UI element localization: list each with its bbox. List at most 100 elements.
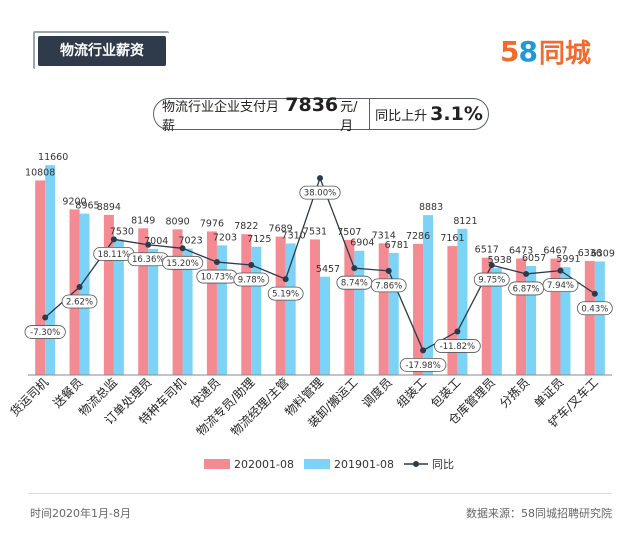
yoy-label-bubble [267,286,304,301]
bar-2020 [413,243,424,375]
yoy-label: 7.94% [547,281,574,291]
legend-label-2020: 202001-08 [234,458,294,471]
legend-swatch-2020 [204,459,230,469]
bar-2019 [457,228,468,375]
logo-58-tongcheng: 5 8 同城 [500,33,591,69]
yoy-label-bubble [61,294,98,309]
legend: 202001-08 201901-08 同比 [204,458,454,471]
category-label: 物流经理/主管 [227,375,291,439]
legend-swatch-2019 [304,459,330,469]
yoy-line-group: -7.30% 2.62% 18.11%16.36% 15.20%10.73% 9.78%… [24,175,613,372]
bar-value-2020: 7531 [303,226,327,237]
bar-value-2019: 7004 [144,236,168,247]
bar-value-2019: 6904 [350,238,374,249]
bar-value-2020: 7689 [269,224,293,235]
bar-value-2019: 7023 [178,236,202,247]
bar-2020 [138,228,149,375]
yoy-label-bubble [233,272,270,287]
bar-2019 [354,250,365,375]
legend-swatch-yoy-dot [413,461,419,467]
bar-value-2019: 7203 [213,232,237,243]
bar-2019 [285,243,296,375]
bar-2019 [79,213,90,375]
bar-2019 [423,215,434,375]
legend-label-2019: 201901-08 [334,458,394,471]
bar-2020 [344,239,355,375]
salary-summary: 物流行业企业支付月薪 7836 元/月 [154,94,369,134]
bar-2019 [526,265,537,375]
yoy-label: 15.20% [166,259,198,269]
bar-value-2020: 6467 [543,246,567,257]
yoy-label: 10.73% [201,273,233,283]
yoy-point [351,265,358,272]
bar-value-2019: 6309 [591,248,615,259]
yoy-point [145,241,152,248]
salary-unit: 元/月 [340,100,358,134]
bar-value-2020: 6336 [578,248,602,259]
bar-2020 [516,258,527,375]
yoy-label: 38.00% [304,189,336,199]
bar-value-2020: 7314 [372,230,396,241]
bar-2019 [45,165,56,375]
bar-value-2019: 11660 [38,152,68,163]
bar-2020 [481,257,492,375]
bar-2020 [241,234,252,375]
footer-time-range: 时间2020年1月-8月 [30,507,131,520]
bar-value-2019: 7530 [110,226,134,237]
bar-value-2019: 5991 [556,254,580,265]
bar-2019 [148,248,159,375]
yoy-point [213,259,220,266]
bar-2019 [251,246,262,375]
bar-value-2020: 6473 [509,245,533,256]
bar-2019 [560,267,571,375]
yoy-point [42,314,49,321]
yoy-point [282,276,289,283]
category-label: 分拣员 [496,375,532,411]
bar-2019 [113,239,124,375]
bar-2019 [491,268,502,375]
yoy-label: -17.98% [405,361,440,371]
yoy-label: 9.78% [238,275,265,285]
bar-2020 [206,231,217,375]
yoy-label-bubble [473,272,510,287]
bar-value-2020: 7286 [406,231,430,242]
yoy-point [385,267,392,274]
yoy-point [454,328,461,335]
footer-divider [28,493,612,494]
summary-pill: 物流行业企业支付月薪 7836 元/月 同比上升 3.1% [153,94,489,134]
bar-value-2020: 6517 [475,245,499,256]
bar-value-2019: 7310 [282,230,306,241]
bar-value-2019: 8121 [453,216,477,227]
yoy-point [591,290,598,297]
bar-2020 [584,260,595,375]
salary-prefix: 物流行业企业支付月薪 [162,100,280,134]
yoy-point [523,270,530,277]
yoy-label-bubble [576,301,613,316]
bar-2020 [275,236,286,375]
yoy-point [76,284,83,291]
salary-value: 7836 [285,94,339,116]
yoy-point [488,262,495,269]
bar-2020 [447,246,458,375]
category-label: 货运司机 [7,375,52,420]
bar-value-2019: 6781 [385,240,409,251]
yoy-label: -11.82% [440,342,475,352]
logo-digit-5: 5 [500,34,520,68]
yoy-point [557,267,564,274]
logo-text: 同城 [538,38,591,69]
yoy-label: 7.86% [375,281,402,291]
pill-divider [368,98,370,130]
bar-2020 [172,229,183,375]
category-label: 调度员 [359,375,395,411]
yoy-label-bubble [542,278,579,293]
bar-value-2020: 8894 [97,202,121,213]
bar-value-2020: 9200 [62,196,86,207]
yoy-label: 0.43% [581,304,608,314]
bar-2019 [320,276,330,375]
yoy-label: 18.11% [98,250,130,260]
yoy-label: 5.19% [272,290,299,300]
yoy-label: 9.75% [478,276,505,286]
yoy-point [420,347,427,354]
bar-value-2020: 7161 [440,233,464,244]
